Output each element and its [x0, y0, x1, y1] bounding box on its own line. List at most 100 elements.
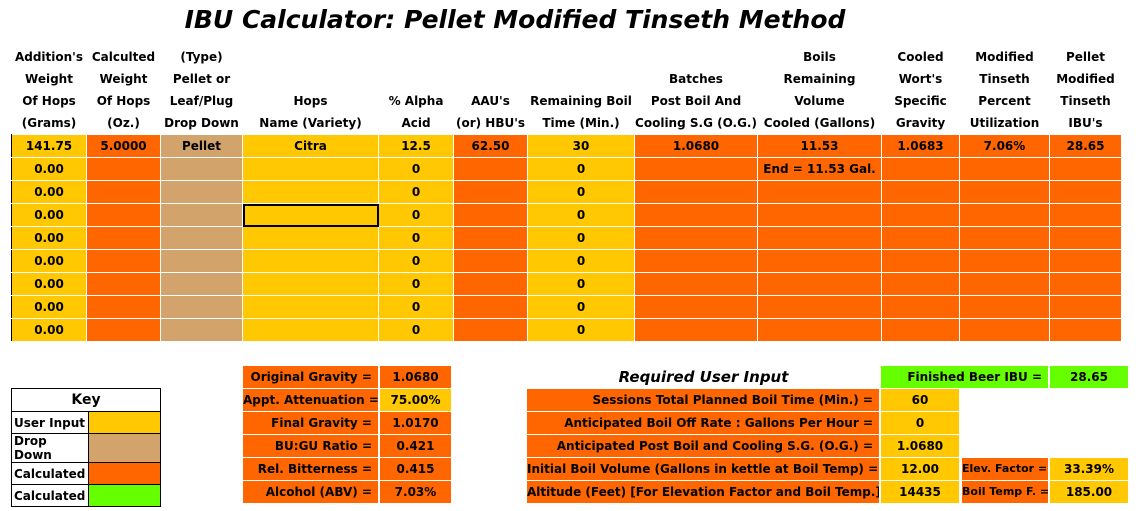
ounces-cell: 5.0000	[86, 134, 161, 158]
ibu-cell	[1049, 157, 1122, 181]
alpha-cell[interactable]: 0	[378, 180, 454, 204]
column-header	[378, 68, 454, 90]
aau-cell	[453, 226, 528, 250]
alpha-cell[interactable]: 0	[378, 249, 454, 273]
finished-ibu-value: 28.65	[1050, 366, 1128, 388]
hops-name-cell[interactable]	[242, 249, 379, 273]
og-cell: 1.0680	[634, 134, 758, 158]
type-cell[interactable]	[160, 203, 243, 227]
sg-cell	[881, 226, 960, 250]
ounces-cell	[86, 180, 161, 204]
volume-cell	[757, 318, 882, 342]
key-label: Drop Down	[11, 433, 89, 463]
column-header: Specific	[881, 90, 960, 112]
summary-value: 7.03%	[380, 481, 451, 503]
summary-value: 0.415	[380, 458, 451, 480]
input-label: Sessions Total Planned Boil Time (Min.) …	[527, 389, 879, 411]
summary-value[interactable]: 75.00%	[380, 389, 451, 411]
og-cell	[634, 318, 758, 342]
page-title: IBU Calculator: Pellet Modified Tinseth …	[184, 5, 846, 34]
hops-name-cell[interactable]	[242, 180, 379, 204]
grams-cell[interactable]: 141.75	[11, 134, 87, 158]
type-cell[interactable]	[160, 157, 243, 181]
summary-label: Final Gravity =	[243, 412, 378, 434]
grams-cell[interactable]: 0.00	[11, 318, 87, 342]
input-value[interactable]: 14435	[881, 481, 959, 503]
boil-time-cell[interactable]: 30	[527, 134, 635, 158]
input-value[interactable]: 1.0680	[881, 435, 959, 457]
type-cell[interactable]	[160, 180, 243, 204]
key-swatch	[88, 411, 161, 434]
volume-cell	[757, 272, 882, 296]
grams-cell[interactable]: 0.00	[11, 272, 87, 296]
grams-cell[interactable]: 0.00	[11, 157, 87, 181]
hops-name-cell[interactable]	[242, 295, 379, 319]
column-header: Gravity	[881, 112, 960, 135]
key-label: User Input	[11, 411, 89, 434]
volume-cell	[757, 295, 882, 319]
type-cell[interactable]	[160, 295, 243, 319]
column-header: (or) HBU's	[453, 112, 528, 135]
boil-time-cell[interactable]: 0	[527, 318, 635, 342]
column-header	[634, 46, 758, 68]
input-value[interactable]: 60	[881, 389, 959, 411]
summary-label: Alcohol (ABV) =	[243, 481, 378, 503]
boil-time-cell[interactable]: 0	[527, 226, 635, 250]
og-cell	[634, 272, 758, 296]
grams-cell[interactable]: 0.00	[11, 295, 87, 319]
alpha-cell[interactable]: 0	[378, 272, 454, 296]
hops-name-cell[interactable]: Citra	[242, 134, 379, 158]
utilization-cell	[959, 295, 1050, 319]
alpha-cell[interactable]: 0	[378, 203, 454, 227]
sg-cell	[881, 295, 960, 319]
hops-name-cell[interactable]	[242, 203, 379, 227]
hops-name-cell[interactable]	[242, 272, 379, 296]
alpha-cell[interactable]: 0	[378, 295, 454, 319]
grams-cell[interactable]: 0.00	[11, 203, 87, 227]
utilization-cell	[959, 203, 1050, 227]
hops-name-cell[interactable]	[242, 157, 379, 181]
type-cell[interactable]	[160, 226, 243, 250]
elev-factor-label: Elev. Factor =	[962, 458, 1048, 480]
type-cell[interactable]	[160, 249, 243, 273]
header-row: (Grams) (Oz.) Drop Down Name (Variety) Acid(…	[11, 112, 1122, 135]
boil-time-cell[interactable]: 0	[527, 272, 635, 296]
header-row: Of Hops Of Hops Leaf/Plug Hops% Alpha AAU's R…	[11, 90, 1122, 112]
hops-name-cell[interactable]	[242, 226, 379, 250]
type-cell[interactable]	[160, 272, 243, 296]
boil-time-cell[interactable]: 0	[527, 249, 635, 273]
boil-time-cell[interactable]: 0	[527, 180, 635, 204]
column-header: % Alpha	[378, 90, 454, 112]
type-cell[interactable]: Pellet	[160, 134, 243, 158]
ibu-cell	[1049, 295, 1122, 319]
alpha-cell[interactable]: 0	[378, 318, 454, 342]
alpha-cell[interactable]: 12.5	[378, 134, 454, 158]
type-cell[interactable]	[160, 318, 243, 342]
table-row: 0.00 0 0	[11, 249, 1122, 273]
column-header: Boils	[757, 46, 882, 68]
boil-time-cell[interactable]: 0	[527, 295, 635, 319]
grams-cell[interactable]: 0.00	[11, 249, 87, 273]
grams-cell[interactable]: 0.00	[11, 180, 87, 204]
alpha-cell[interactable]: 0	[378, 226, 454, 250]
input-value[interactable]: 0	[881, 412, 959, 434]
alpha-cell[interactable]: 0	[378, 157, 454, 181]
hops-name-cell[interactable]	[242, 318, 379, 342]
column-header: Modified	[1049, 68, 1122, 90]
column-header: Cooling S.G (O.G.)	[634, 112, 758, 135]
boil-time-cell[interactable]: 0	[527, 157, 635, 181]
grams-cell[interactable]: 0.00	[11, 226, 87, 250]
aau-cell	[453, 295, 528, 319]
column-header	[453, 46, 528, 68]
ounces-cell	[86, 203, 161, 227]
finished-ibu-label: Finished Beer IBU =	[881, 366, 1048, 388]
column-header: Of Hops	[11, 90, 87, 112]
ibu-cell	[1049, 249, 1122, 273]
table-row: 0.00 0 0	[11, 180, 1122, 204]
summary-value: 1.0680	[380, 366, 451, 388]
elev-factor-value: 33.39%	[1050, 458, 1128, 480]
boil-time-cell[interactable]: 0	[527, 203, 635, 227]
boil-temp-label: Boil Temp F. =	[962, 481, 1048, 503]
input-value[interactable]: 12.00	[881, 458, 959, 480]
aau-cell	[453, 203, 528, 227]
